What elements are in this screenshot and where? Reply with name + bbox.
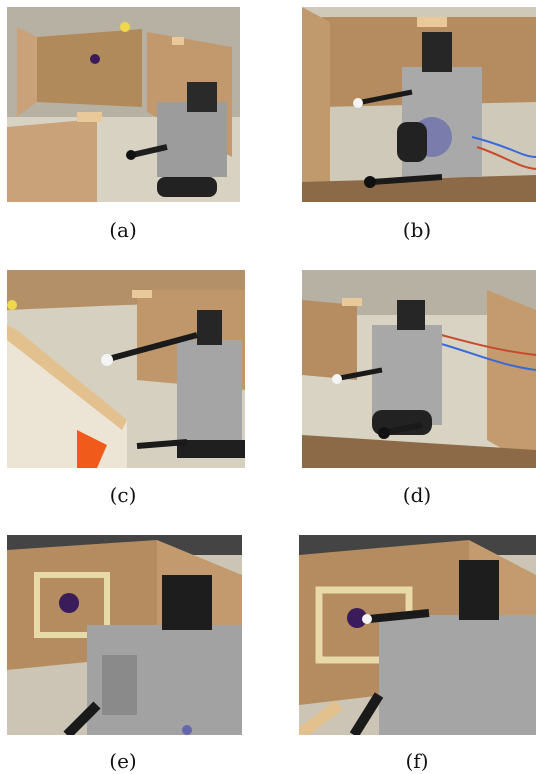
photo-c-image	[7, 270, 245, 468]
photo-a-image	[7, 7, 240, 202]
caption-a: (a)	[109, 218, 137, 242]
photo-f	[299, 535, 536, 735]
photo-c	[7, 270, 245, 468]
caption-b: (b)	[402, 218, 432, 242]
photo-e	[7, 535, 242, 735]
photo-d-image	[302, 270, 536, 468]
photo-d	[302, 270, 536, 468]
caption-d: (d)	[402, 483, 432, 507]
photo-f-image	[299, 535, 536, 735]
caption-f: (f)	[405, 749, 429, 773]
caption-e: (e)	[109, 749, 137, 773]
photo-b	[302, 7, 536, 202]
photo-e-image	[7, 535, 242, 735]
caption-c: (c)	[109, 483, 137, 507]
photo-a	[7, 7, 240, 202]
photo-b-image	[302, 7, 536, 202]
